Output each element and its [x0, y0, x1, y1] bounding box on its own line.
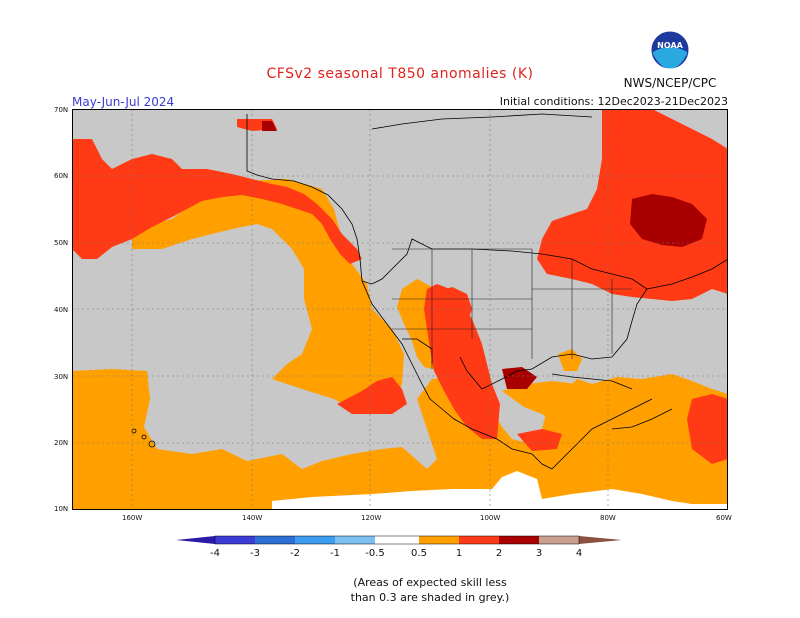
- lat-label: 30N: [54, 373, 69, 381]
- skill-note: (Areas of expected skill less than 0.3 a…: [0, 575, 800, 605]
- chart-title: CFSv2 seasonal T850 anomalies (K): [266, 66, 534, 82]
- colorbar-label: -0.5: [365, 548, 385, 559]
- anomaly-darkred-regions: [262, 121, 707, 389]
- colorbar-high-arrow: [579, 536, 622, 544]
- colorbar-label: 3: [536, 548, 542, 559]
- colorbar-label: 0.5: [411, 548, 427, 559]
- colorbar-swatch: [255, 536, 295, 544]
- colorbar-swatch: [295, 536, 335, 544]
- logo-text: NOAA: [657, 41, 683, 50]
- anomaly-map: [72, 109, 728, 510]
- colorbar-swatch: [459, 536, 499, 544]
- lon-label: 80W: [600, 514, 616, 522]
- skill-note-line1: (Areas of expected skill less: [353, 576, 507, 589]
- lat-label: 20N: [54, 439, 69, 447]
- season-label: May-Jun-Jul 2024: [72, 95, 175, 109]
- skill-note-line2: than 0.3 are shaded in grey.): [350, 591, 510, 604]
- lon-label: 100W: [480, 514, 501, 522]
- anomaly-white-regions: [272, 471, 728, 510]
- colorbar-label: -2: [290, 548, 300, 559]
- map-frame: [72, 109, 728, 510]
- graticule: [72, 109, 728, 510]
- lat-label: 70N: [54, 106, 69, 114]
- lon-label: 120W: [361, 514, 382, 522]
- political-borders: [392, 248, 632, 369]
- coastlines: [246, 113, 728, 470]
- agency-label: NWS/NCEP/CPC: [623, 76, 717, 90]
- colorbar-swatch: [215, 536, 255, 544]
- lon-label: 60W: [716, 514, 732, 522]
- initial-conditions-label: Initial conditions: 12Dec2023-21Dec2023: [499, 95, 728, 108]
- colorbar-swatch: [335, 536, 375, 544]
- lat-label: 50N: [54, 239, 69, 247]
- colorbar: -4 -3 -2 -1 -0.5 0.5 1 2 3 4: [176, 535, 622, 559]
- lat-label: 40N: [54, 306, 69, 314]
- lon-label: 140W: [242, 514, 263, 522]
- colorbar-label: 2: [496, 548, 502, 559]
- colorbar-swatch: [499, 536, 539, 544]
- colorbar-swatch: [539, 536, 579, 544]
- colorbar-label: 1: [456, 548, 462, 559]
- noaa-logo-icon: NOAA: [650, 30, 690, 70]
- colorbar-label: -1: [330, 548, 340, 559]
- lon-label: 160W: [122, 514, 143, 522]
- colorbar-label: -4: [210, 548, 220, 559]
- colorbar-swatch: [375, 536, 419, 544]
- colorbar-swatch: [419, 536, 459, 544]
- colorbar-label: -3: [250, 548, 260, 559]
- lat-label: 10N: [54, 505, 69, 513]
- colorbar-low-arrow: [176, 536, 215, 544]
- lat-label: 60N: [54, 172, 69, 180]
- colorbar-label: 4: [576, 548, 582, 559]
- colorbar-outline: [214, 535, 580, 545]
